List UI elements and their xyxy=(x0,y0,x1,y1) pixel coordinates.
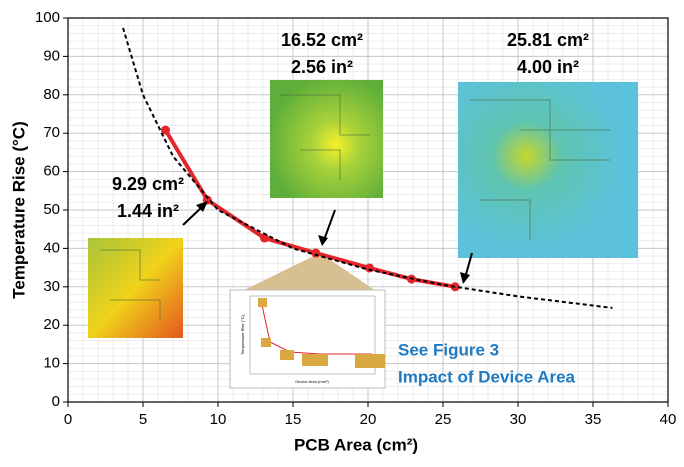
y-tick-label: 40 xyxy=(43,239,60,256)
board-large xyxy=(458,82,638,258)
inset-x-label: Device Area (mm²) xyxy=(295,379,329,384)
annotation: 1.44 in² xyxy=(117,201,179,221)
annotation: 2.56 in² xyxy=(291,57,353,77)
x-tick-label: 5 xyxy=(139,411,147,428)
inset xyxy=(230,290,385,388)
data-point xyxy=(311,249,320,258)
y-tick-label: 10 xyxy=(43,355,60,372)
board-medium xyxy=(270,80,383,198)
inset-y-label: Temperature Rise (°C) xyxy=(240,314,245,355)
y-tick-label: 70 xyxy=(43,124,60,141)
annotation: 25.81 cm² xyxy=(507,30,589,50)
chart: PCB Area (cm²) Temperature Rise (°C) Tem… xyxy=(0,0,684,462)
x-tick-label: 15 xyxy=(285,411,302,428)
board-small xyxy=(88,238,183,338)
x-tick-label: 25 xyxy=(435,411,452,428)
annotation: 9.29 cm² xyxy=(112,174,184,194)
annotation: 4.00 in² xyxy=(517,57,579,77)
x-tick-label: 0 xyxy=(64,411,72,428)
y-tick-label: 100 xyxy=(35,9,60,26)
data-point xyxy=(365,263,374,272)
x-axis-label: PCB Area (cm²) xyxy=(294,435,418,454)
x-tick-label: 10 xyxy=(210,411,227,428)
x-tick-label: 20 xyxy=(360,411,377,428)
y-tick-label: 0 xyxy=(52,393,60,410)
y-tick-label: 80 xyxy=(43,86,60,103)
y-tick-label: 60 xyxy=(43,163,60,180)
y-tick-label: 90 xyxy=(43,47,60,64)
note-line: See Figure 3 xyxy=(398,340,499,359)
annotation: 16.52 cm² xyxy=(281,30,363,50)
x-tick-label: 30 xyxy=(510,411,527,428)
y-tick-label: 20 xyxy=(43,316,60,333)
note-line: Impact of Device Area xyxy=(398,367,576,386)
x-tick-label: 40 xyxy=(660,411,677,428)
y-axis-label: Temperature Rise (°C) xyxy=(9,121,28,298)
x-tick-label: 35 xyxy=(585,411,602,428)
y-tick-label: 30 xyxy=(43,278,60,295)
y-tick-label: 50 xyxy=(43,201,60,218)
